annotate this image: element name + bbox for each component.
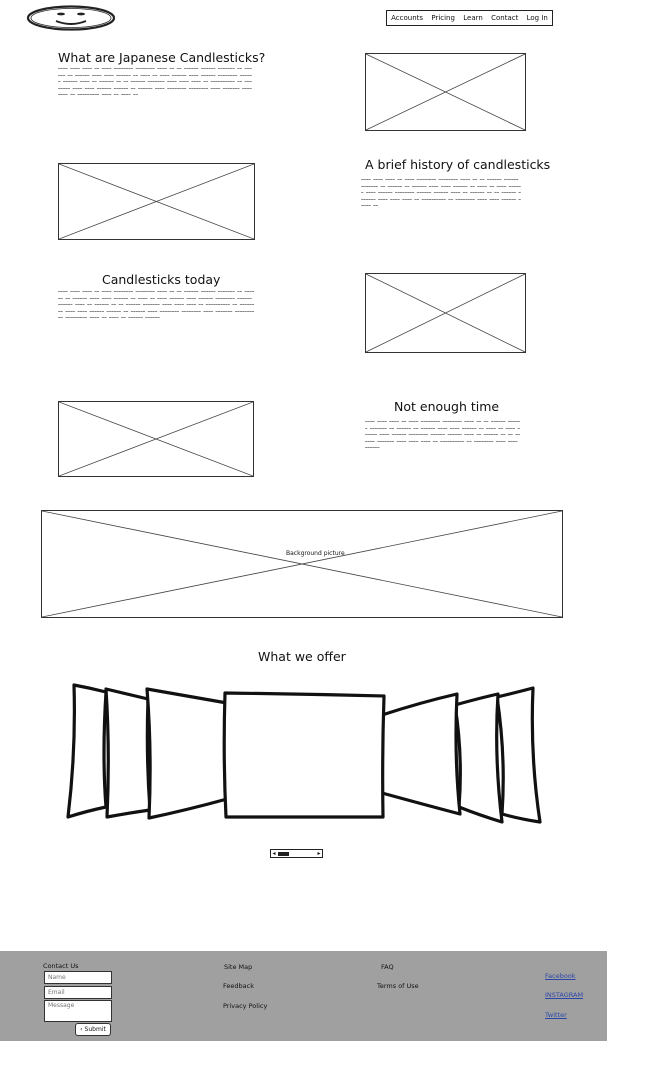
carousel-card-right-3 (495, 686, 542, 824)
carousel-card-left-2 (104, 687, 152, 819)
chevron-left-icon: ‹ (80, 1026, 83, 1033)
offer-carousel[interactable] (62, 676, 546, 832)
submit-label: Submit (84, 1026, 106, 1033)
section-text-history: ~~~~ ~~~~ ~~~~ ~~ ~~~~ ~~~~~~~~ ~~~~~~~~… (361, 177, 521, 209)
nav-learn[interactable]: Learn (463, 14, 483, 22)
footer-link-site-map[interactable]: Site Map (224, 963, 253, 971)
section-title-japanese-candlesticks: What are Japanese Candlesticks? (58, 50, 266, 65)
carousel-card-center (222, 691, 386, 819)
background-picture-placeholder: Background picture (41, 510, 563, 618)
carousel-card-right-2 (453, 692, 504, 824)
carousel-card-left-3 (66, 683, 108, 819)
footer-link-privacy-policy[interactable]: Privacy Policy (223, 1002, 268, 1010)
message-field[interactable] (44, 1000, 112, 1022)
carousel-scrollbar[interactable]: ◂ ▸ (270, 849, 323, 858)
footer-link-instagram[interactable]: INSTAGRAM (545, 991, 584, 999)
contact-us-heading: Contact Us (43, 962, 79, 970)
footer-link-faq[interactable]: FAQ (381, 963, 394, 971)
nav-pricing[interactable]: Pricing (431, 14, 455, 22)
scrollbar-thumb[interactable] (278, 851, 289, 856)
footer-link-terms[interactable]: Terms of Use (377, 982, 419, 990)
image-placeholder-2 (58, 163, 255, 240)
submit-button[interactable]: ‹ Submit (75, 1023, 111, 1036)
top-nav: Accounts Pricing Learn Contact Log In (386, 10, 553, 26)
background-picture-caption: Background picture (286, 550, 345, 557)
offer-title: What we offer (258, 649, 346, 664)
carousel-card-left-1 (145, 687, 229, 820)
section-title-history: A brief history of candlesticks (365, 157, 551, 172)
section-text-not-enough-time: ~~~~ ~~~~ ~~~~ ~~ ~~~~ ~~~~~~~~ ~~~~~~~~… (365, 419, 520, 451)
footer-link-twitter[interactable]: Twitter (545, 1011, 567, 1019)
section-title-not-enough-time: Not enough time (394, 399, 500, 414)
carousel-card-right-1 (380, 692, 462, 816)
section-title-today: Candlesticks today (102, 272, 221, 287)
nav-contact[interactable]: Contact (491, 14, 519, 22)
nav-accounts[interactable]: Accounts (391, 14, 424, 22)
name-field[interactable] (44, 971, 112, 984)
nav-login[interactable]: Log In (526, 14, 548, 22)
email-field[interactable] (44, 986, 112, 999)
smiley-logo-icon[interactable] (26, 5, 116, 31)
image-placeholder-4 (58, 401, 254, 477)
section-text-today: ~~~~ ~~~~ ~~~~ ~~ ~~~~ ~~~~~~~~ ~~~~~~~~… (58, 289, 255, 321)
image-placeholder-3 (365, 273, 526, 353)
scroll-right-arrow-icon[interactable]: ▸ (317, 850, 321, 857)
footer-link-feedback[interactable]: Feedback (223, 982, 254, 990)
image-placeholder-1 (365, 53, 526, 131)
footer-link-facebook[interactable]: Facebook (545, 972, 576, 980)
section-text-japanese-candlesticks: ~~~~ ~~~~ ~~~~ ~~ ~~~~ ~~~~~~~~ ~~~~~~~~… (58, 66, 252, 98)
scroll-left-arrow-icon[interactable]: ◂ (272, 850, 276, 857)
